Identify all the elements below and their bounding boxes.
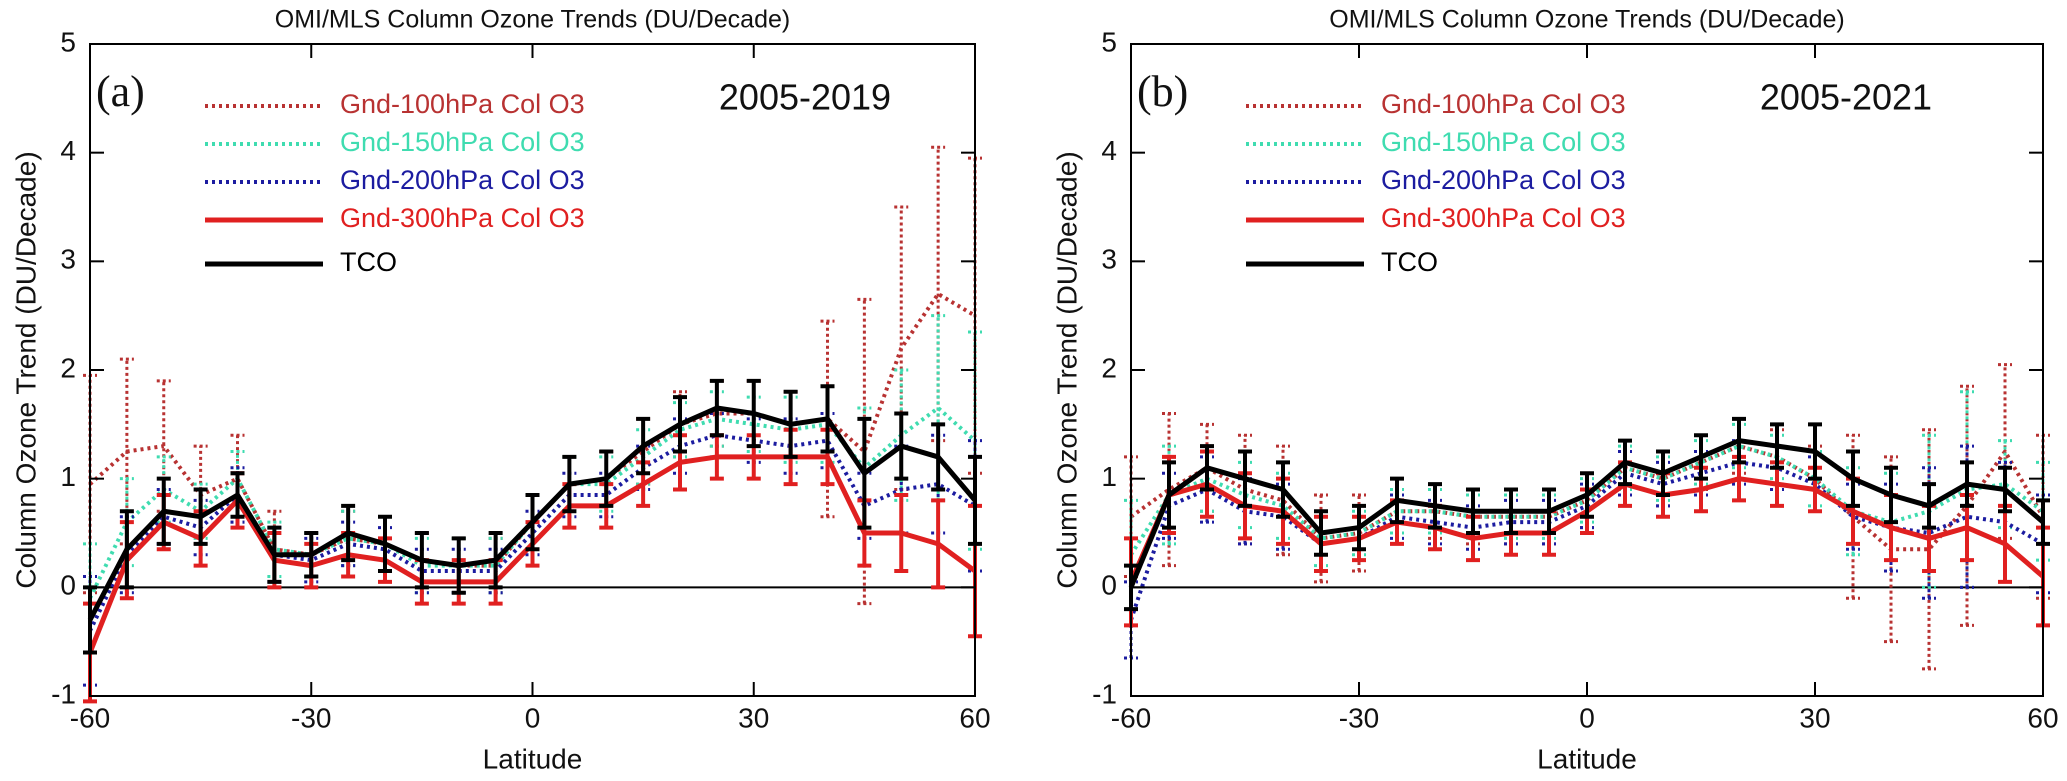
y-tick-label: 4 (60, 135, 76, 166)
legend-label: Gnd-100hPa Col O3 (1381, 89, 1626, 119)
panel-label: (a) (96, 67, 145, 116)
legend-label: TCO (340, 247, 397, 277)
chart-title: OMI/MLS Column Ozone Trends (DU/Decade) (1329, 6, 1844, 34)
x-tick-label: -60 (70, 702, 110, 733)
legend-label: Gnd-200hPa Col O3 (1381, 165, 1626, 195)
y-tick-label: 2 (60, 352, 76, 383)
y-tick-label: 2 (1101, 352, 1117, 383)
series-line (1128, 438, 2045, 589)
plot-frame (89, 43, 976, 697)
plot-frame (1130, 43, 2044, 697)
y-tick-label: 0 (1101, 570, 1117, 601)
series-line (87, 405, 977, 622)
y-tick-label: 3 (1101, 244, 1117, 275)
error-bar (1846, 433, 1860, 600)
panel-label: (b) (1137, 67, 1188, 116)
y-tick-label: 0 (60, 570, 76, 601)
plot-area (1124, 363, 2050, 671)
x-tick-label: 30 (1799, 702, 1830, 733)
x-tick-label: -60 (1111, 702, 1151, 733)
y-tick-label: 4 (1101, 135, 1117, 166)
y-tick-label: -1 (51, 678, 76, 709)
x-tick-label: 60 (2027, 702, 2058, 733)
x-axis-title: Latitude (483, 743, 583, 774)
y-axis-title: Column Ozone Trend (DU/Decade) (10, 151, 41, 588)
panel: OMI/MLS Column Ozone Trends (DU/Decade) L… (1051, 6, 2058, 775)
x-tick-label: 60 (959, 702, 990, 733)
x-tick-label: 30 (738, 702, 769, 733)
x-tick-label: -30 (291, 702, 331, 733)
y-tick-label: 5 (60, 26, 76, 57)
legend-label: Gnd-150hPa Col O3 (1381, 127, 1626, 157)
x-axis-title: Latitude (1537, 743, 1637, 774)
legend-label: Gnd-300hPa Col O3 (340, 203, 585, 233)
period-label: 2005-2019 (719, 77, 891, 118)
legend-label: TCO (1381, 247, 1438, 277)
x-tick-label: -30 (1339, 702, 1379, 733)
y-tick-label: 1 (60, 461, 76, 492)
period-label: 2005-2021 (1760, 77, 1932, 118)
panel: OMI/MLS Column Ozone Trends (DU/Decade) L… (10, 6, 990, 775)
y-tick-label: 1 (1101, 461, 1117, 492)
error-bar (1960, 444, 1974, 589)
legend-label: Gnd-200hPa Col O3 (340, 165, 585, 195)
y-tick-label: 3 (60, 244, 76, 275)
error-bar (1960, 384, 1974, 627)
y-tick-label: -1 (1092, 678, 1117, 709)
legend-label: Gnd-100hPa Col O3 (340, 89, 585, 119)
legend-label: Gnd-150hPa Col O3 (340, 127, 585, 157)
plot-area (83, 145, 982, 704)
legend-label: Gnd-300hPa Col O3 (1381, 203, 1626, 233)
x-tick-label: 0 (1579, 702, 1595, 733)
chart-title: OMI/MLS Column Ozone Trends (DU/Decade) (275, 6, 790, 34)
error-bar (1162, 411, 1176, 568)
y-tick-label: 5 (1101, 26, 1117, 57)
x-tick-label: 0 (525, 702, 541, 733)
y-axis-title: Column Ozone Trend (DU/Decade) (1051, 151, 1082, 588)
